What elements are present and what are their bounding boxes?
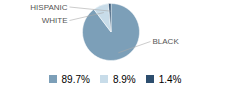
html-text:8.9%: 8.9% [112,73,136,85]
svg-text:WHITE: WHITE [42,16,68,25]
svg-text:BLACK: BLACK [153,37,180,46]
svg-text:HISPANIC: HISPANIC [30,3,67,12]
html-text:1.4%: 1.4% [158,73,182,85]
html-text:89.7%: 89.7% [61,73,90,85]
